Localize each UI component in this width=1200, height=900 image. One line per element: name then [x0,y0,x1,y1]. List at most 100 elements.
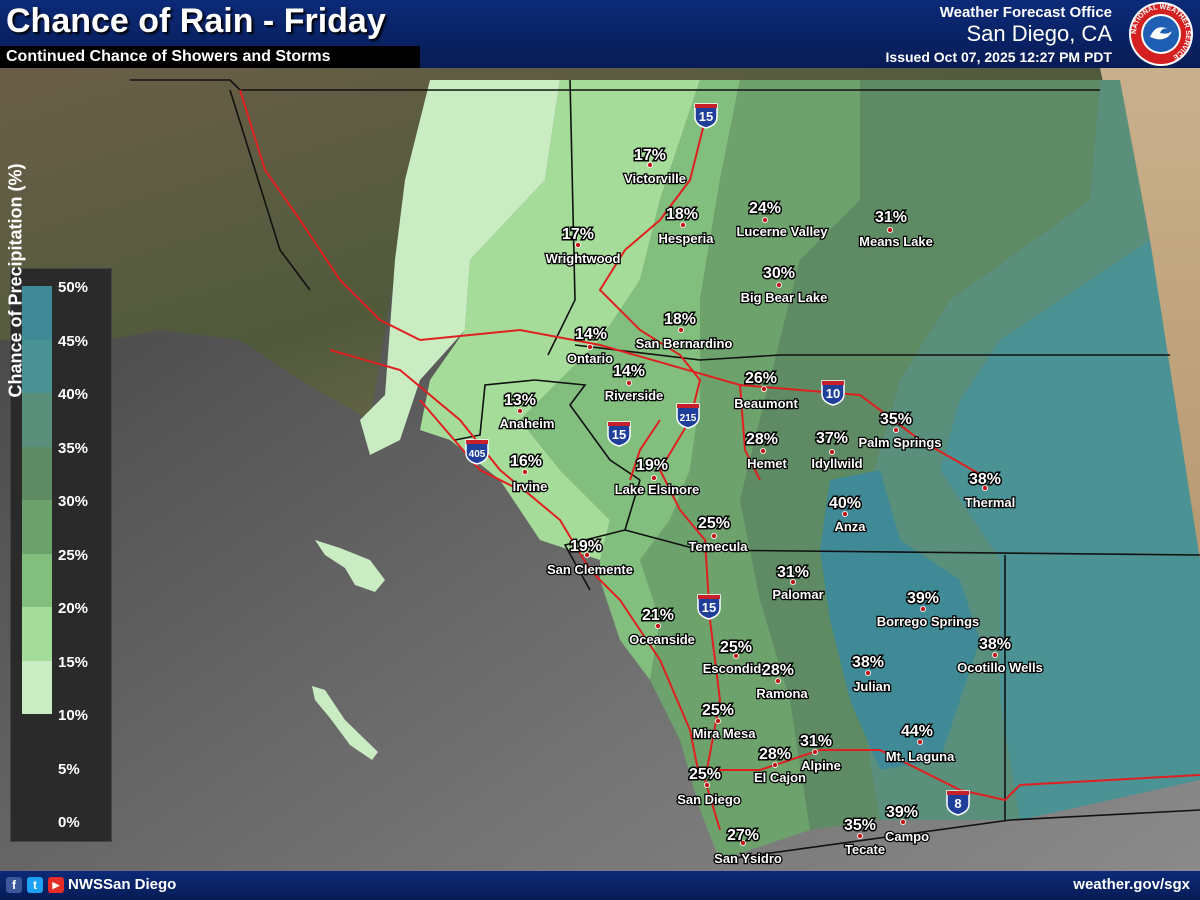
interstate-shield-icon: 405 [465,439,489,465]
legend-swatch [22,393,52,447]
city-name: Anza [834,519,866,534]
city-name: Escondido [703,661,770,676]
interstate-number: 8 [954,796,961,811]
interstate-number: 215 [680,413,697,424]
rain-chance-value: 25% [689,766,721,783]
rain-chance-value: 16% [510,453,542,470]
city-marker-group: 28% Ramona [755,661,810,703]
island-san-clemente [312,686,378,760]
map-title: Chance of Rain - Friday [6,2,386,40]
city-name: San Clemente [547,562,633,577]
city-dot [776,281,783,288]
zone-peak-40-45 [820,470,980,770]
rain-chance-value: 13% [504,392,536,409]
rain-chance-value: 21% [642,607,674,624]
office-name: Weather Forecast Office [939,4,1112,21]
city-marker-group: 26% Beaumont [733,369,800,413]
rain-chance-value: 31% [800,733,832,750]
legend-label: 5% [58,760,80,778]
city-marker-group: 27% San Ysidro [713,826,783,868]
rain-chance-value: 31% [875,209,907,226]
rain-chance-value: 19% [636,457,668,474]
city-name: San Diego [677,792,741,807]
city-name: Tecate [845,842,885,857]
city-dot [842,510,849,517]
rain-chance-value: 17% [634,147,666,164]
city-dot [857,833,864,840]
city-marker-group: 19% San Clemente [546,537,634,579]
rain-chance-value: 35% [844,817,876,834]
rain-chance-value: 38% [979,636,1011,653]
city-dot [626,379,633,386]
city-marker-group: 14% Ontario [566,325,615,368]
city-dot [733,653,740,660]
rain-chance-value: 44% [901,723,933,740]
city-dot [584,552,591,559]
city-dot [651,474,658,481]
legend-swatch [22,339,52,393]
city-dot [790,579,797,586]
city-name: Lucerne Valley [736,224,828,239]
interstate-shield-icon: 10 [821,380,845,406]
rain-chance-value: 38% [969,471,1001,488]
youtube-icon[interactable]: ▶ [48,877,64,893]
rain-chance-value: 25% [702,702,734,719]
land-northwest [0,68,1200,420]
city-marker-group: 35% Palm Springs [857,410,943,452]
city-name: Temecula [688,539,748,554]
legend-label: 40% [58,386,89,403]
facebook-icon[interactable]: f [6,877,22,893]
interstate-number: 15 [612,427,626,442]
city-name: Campo [885,829,929,844]
issued-time: Issued Oct 07, 2025 12:27 PM PDT [885,49,1112,65]
city-marker-group: 39% Borrego Springs [875,589,980,631]
city-dot [575,241,582,248]
interstate-shield-icon: 15 [694,103,718,129]
rain-chance-value: 28% [762,662,794,679]
city-marker-group: 25% Escondido [702,638,771,678]
city-marker-group: 28% Hemet [744,430,788,473]
interstate-number: 10 [826,386,840,401]
city-name: Ramona [756,686,808,701]
city-marker-group: 44% Mt. Laguna [884,722,956,766]
city-name: El Cajon [754,770,806,785]
city-marker-group: 37% Idyllwild [810,429,864,473]
city-dot [678,326,685,333]
rain-chance-value: 18% [666,206,698,223]
city-marker-group: 38% Thermal [963,470,1016,512]
city-dot [920,606,927,613]
social-handle[interactable]: NWSSan Diego [68,876,177,893]
city-marker-group: 14% Riverside [603,362,664,405]
city-name: Beaumont [734,396,798,411]
city-marker-group: 31% Alpine [798,732,842,775]
rain-chance-value: 25% [698,515,730,532]
rain-chance-value: 31% [777,564,809,581]
rain-chance-value: 28% [759,746,791,763]
map-subtitle: Continued Chance of Showers and Storms [6,48,331,65]
city-name: Palomar [772,587,823,602]
legend-label: 15% [58,653,89,671]
city-dot [704,782,711,789]
website-link[interactable]: weather.gov/sgx [1073,876,1190,893]
city-dot [655,623,662,630]
city-name: Ocotillo Wells [957,660,1043,675]
rain-chance-value: 30% [763,265,795,282]
zone-foothill-25-30 [640,80,860,860]
zone-mountain-30-35 [740,80,1100,830]
interstate-shield-icon: 15 [607,421,631,447]
city-name: Means Lake [859,234,933,249]
twitter-icon[interactable]: t [27,877,43,893]
legend-label: 25% [58,546,89,564]
legend-swatch [22,286,52,340]
interstate-number: 15 [699,109,713,124]
city-marker-group: 25% Temecula [687,514,749,556]
rain-chance-value: 35% [880,411,912,428]
interstate-shields: 15 10 215 15 405 15 8 [465,103,970,816]
zone-inland-15-20 [420,80,700,560]
legend-swatch [22,553,52,607]
city-dot [647,161,654,168]
city-marker-group: 31% Palomar [771,563,825,604]
legend-swatch [22,446,52,500]
city-name: Ontario [567,351,613,366]
city-name: Palm Springs [858,435,941,450]
